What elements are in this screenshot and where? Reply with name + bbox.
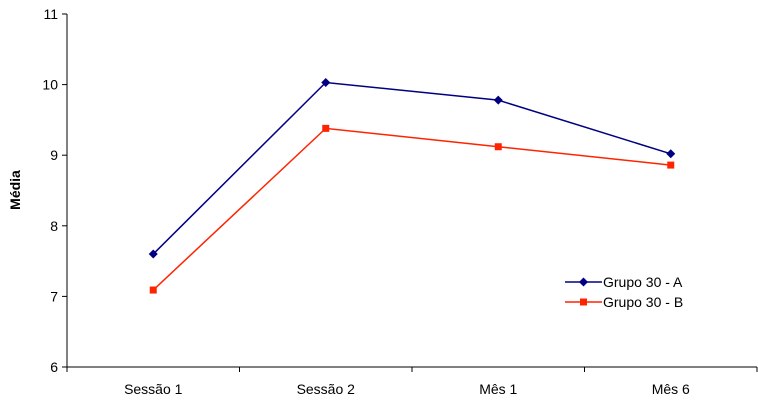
y-tick-label: 7: [50, 288, 58, 304]
y-axis: 6 7 8 9 10 11: [42, 6, 68, 375]
data-point: [493, 95, 503, 105]
x-tick-label: Mês 1: [479, 381, 517, 397]
legend-label: Grupo 30 - B: [603, 294, 683, 310]
y-tick-label: 6: [50, 359, 58, 375]
x-ticks: Sessão 1 Sessão 2 Mês 1 Mês 6: [66, 367, 758, 397]
series-line: [152, 127, 671, 291]
legend-marker: [580, 298, 587, 306]
legend-item: Grupo 30 - A: [565, 274, 683, 290]
x-tick-label: Sessão 2: [297, 381, 356, 397]
data-point: [321, 77, 331, 87]
x-tick-label: Mês 6: [652, 381, 690, 397]
legend: Grupo 30 - A Grupo 30 - B: [565, 274, 683, 310]
x-tick-label: Sessão 1: [124, 381, 183, 397]
data-point: [667, 161, 675, 169]
x-axis: Sessão 1 Sessão 2 Mês 1 Mês 6: [66, 366, 758, 397]
y-tick-label: 11: [43, 6, 58, 22]
legend-label: Grupo 30 - A: [603, 274, 683, 290]
y-tick-label: 10: [42, 77, 58, 93]
legend-marker: [579, 277, 588, 287]
y-ticks: 6 7 8 9 10 11: [42, 6, 67, 375]
data-point: [666, 149, 676, 159]
data-point: [148, 249, 158, 259]
data-point: [149, 286, 157, 294]
legend-item: Grupo 30 - B: [565, 294, 683, 310]
data-point: [322, 124, 330, 132]
data-point: [494, 143, 502, 151]
series-line: [152, 81, 671, 255]
y-tick-label: 8: [50, 218, 58, 234]
y-axis-title: Média: [7, 170, 23, 210]
y-tick-label: 9: [50, 147, 58, 163]
series-2: [149, 124, 675, 294]
series-layer: [148, 77, 676, 294]
series-1: [148, 77, 676, 259]
